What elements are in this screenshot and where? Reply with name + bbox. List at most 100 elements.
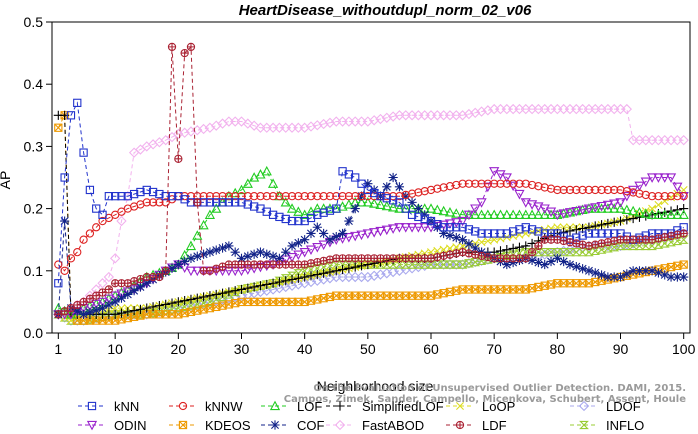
- data-point-loop: [654, 200, 663, 209]
- legend-marker-odin: [86, 420, 98, 431]
- y-axis-label: AP: [0, 171, 13, 190]
- data-point-knn: [167, 192, 177, 201]
- data-point-odin: [602, 200, 614, 211]
- data-point-cof: [609, 272, 619, 282]
- data-point-knn: [603, 229, 613, 238]
- data-point-odin: [97, 297, 108, 308]
- data-point-odin: [520, 198, 531, 208]
- data-point-loop: [117, 304, 126, 313]
- data-point-knnw: [224, 192, 234, 201]
- data-point-odin: [413, 223, 424, 233]
- data-point-ldf: [445, 250, 455, 259]
- x-tick-label: 70: [486, 341, 502, 357]
- data-point-knnw: [79, 235, 88, 244]
- data-point-inflo: [552, 247, 563, 257]
- data-point-ldf: [104, 285, 114, 294]
- data-point-simplifiedlof: [255, 281, 266, 291]
- x-tick-label: 40: [297, 341, 313, 357]
- data-point-lof: [508, 209, 519, 219]
- data-point-lof: [432, 204, 443, 214]
- data-point-odin: [356, 230, 367, 241]
- data-point-knnw: [647, 192, 657, 201]
- data-point-cof: [457, 235, 468, 245]
- data-point-lof: [236, 184, 247, 195]
- data-point-inflo: [419, 260, 430, 269]
- y-tick-label: 0.4: [24, 76, 44, 92]
- data-point-cof: [325, 235, 335, 245]
- data-point-simplifiedlof: [129, 306, 139, 316]
- data-point-simplifiedlof: [249, 282, 259, 292]
- data-point-fastabod: [621, 103, 633, 115]
- data-point-simplifiedlof: [571, 225, 581, 235]
- data-point-cof: [679, 272, 689, 282]
- data-point-knnw: [553, 185, 562, 195]
- data-point-inflo: [602, 244, 613, 253]
- data-point-cof: [116, 293, 127, 303]
- data-point-lof: [495, 209, 506, 219]
- data-point-knnw: [445, 182, 455, 191]
- data-point-ldf: [426, 254, 436, 263]
- legend-item-odin: ODIN: [78, 418, 147, 433]
- data-point-simplifiedlof: [609, 217, 619, 227]
- data-point-knnw: [54, 260, 63, 269]
- data-point-cof: [571, 262, 581, 272]
- credit-line-2: Campos, Zimek, Sander, Campello, Micenko…: [284, 394, 686, 405]
- legend-label: LDF: [482, 418, 507, 433]
- legend: kNN kNNW LOF SimplifiedLOF LoOP LDOF ODIN KDEOS…: [78, 399, 644, 433]
- data-point-inflo: [596, 245, 607, 254]
- data-point-ldf: [193, 198, 202, 207]
- data-point-inflo: [609, 243, 620, 252]
- data-point-cof: [363, 179, 373, 189]
- data-point-simplifiedlof: [262, 279, 272, 290]
- data-point-simplifiedlof: [628, 213, 638, 224]
- data-point-cof: [255, 247, 266, 257]
- data-point-knn: [73, 98, 82, 108]
- data-point-lof: [476, 209, 487, 219]
- data-point-lof: [394, 203, 405, 213]
- data-point-kdeos: [679, 260, 688, 269]
- data-point-cof: [565, 259, 575, 270]
- data-point-simplifiedlof: [565, 226, 575, 236]
- data-point-odin: [653, 173, 664, 183]
- data-point-knnw: [584, 185, 594, 195]
- data-point-knnw: [527, 180, 537, 190]
- data-point-lof: [369, 198, 380, 208]
- data-point-knn: [395, 198, 404, 207]
- data-point-inflo: [672, 236, 683, 246]
- data-point-simplifiedlof: [192, 293, 202, 303]
- data-point-knnw: [357, 192, 366, 201]
- data-point-fastabod: [368, 115, 380, 126]
- data-point-fastabod: [109, 253, 121, 264]
- data-point-simplifiedlof: [243, 283, 253, 293]
- data-point-ldof: [375, 269, 386, 280]
- data-point-odin: [508, 181, 519, 192]
- data-point-loop: [433, 246, 442, 255]
- data-point-lof: [539, 209, 550, 219]
- data-point-odin: [350, 231, 361, 242]
- legend-item-inflo: INFLO: [570, 418, 644, 433]
- data-point-cof: [173, 259, 183, 270]
- data-point-knn: [382, 194, 391, 203]
- data-point-simplifiedlof: [603, 218, 613, 229]
- data-point-knn: [104, 192, 114, 201]
- data-point-inflo: [299, 266, 310, 275]
- data-point-lof: [533, 209, 544, 219]
- data-point-cof: [445, 230, 455, 241]
- data-point-simplifiedlof: [230, 286, 240, 296]
- data-point-odin: [552, 210, 563, 221]
- data-point-simplifiedlof: [521, 241, 531, 251]
- data-point-knn: [148, 187, 158, 197]
- data-point-inflo: [325, 261, 335, 270]
- data-point-odin: [470, 204, 481, 214]
- data-point-cof: [243, 251, 253, 261]
- data-point-lof: [312, 203, 323, 213]
- legend-item-lof: LOF: [261, 399, 322, 414]
- data-point-ldof: [362, 271, 374, 283]
- data-point-knn: [98, 210, 107, 219]
- data-point-simplifiedlof: [173, 297, 183, 307]
- series-line-simplifiedlof: [58, 114, 684, 315]
- data-point-ldf: [679, 229, 688, 238]
- data-point-lof: [381, 200, 392, 211]
- legend-item-loop: LoOP: [446, 399, 515, 414]
- data-point-cof: [85, 307, 95, 317]
